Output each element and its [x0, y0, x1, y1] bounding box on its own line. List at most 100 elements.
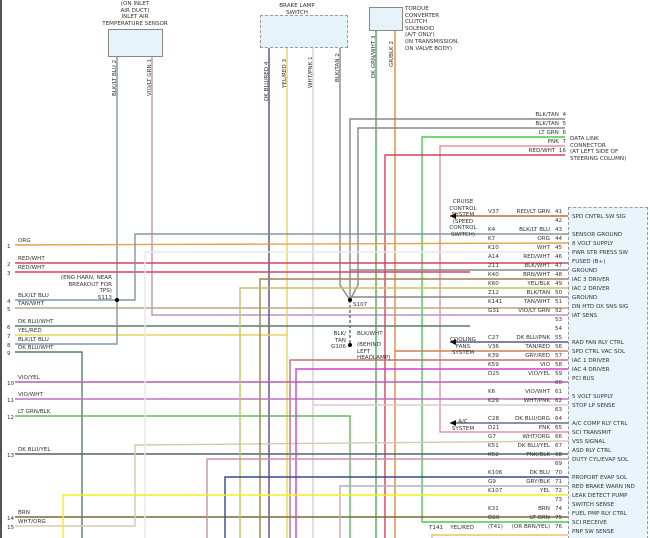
pin-function: IAT SENS — [572, 313, 598, 319]
iat-sensor-box — [108, 29, 163, 57]
label-line: DATA LINK — [570, 136, 599, 142]
pin-function: VSS SIGNAL — [572, 439, 606, 445]
pin-function: SCI TRANSMIT — [572, 430, 612, 436]
wire-label: BLK/TAN — [335, 58, 341, 83]
g106-label: BLK/ TAN G106 — [322, 331, 346, 351]
label-line: (SPEED — [452, 218, 474, 225]
pin-function: RED BRAKE WARN IND — [572, 484, 635, 490]
circuit-id: K6 — [488, 389, 496, 395]
wire-label: VIO/YEL — [528, 371, 550, 377]
circuit-id: Z11 — [488, 263, 499, 269]
pin-function: SCI RECEIVE — [572, 520, 607, 526]
wire-pcm-72 — [62, 494, 570, 538]
circuit-id: K31 — [488, 506, 499, 512]
pin-function: IAC 4 DRIVER — [572, 367, 610, 373]
pin-number: 61 — [555, 389, 563, 395]
wire-label: PNK — [538, 425, 550, 431]
label-line: HEADLAMP) — [357, 355, 391, 362]
wire-label: ORG — [18, 238, 31, 244]
wire-label: WHT/ORG — [522, 434, 550, 440]
circuit-id: K51 — [488, 443, 499, 449]
pin-number: 7 — [7, 334, 11, 340]
wire-label: BLK/LT BLU — [112, 65, 118, 96]
pin-function: PNP SW SENSE — [572, 529, 614, 535]
label-line: ON VALVE BODY) — [405, 45, 453, 52]
pin-number: 54 — [555, 326, 563, 332]
wire-label: LT GRN — [538, 130, 559, 136]
circuit-id: (T41) — [488, 524, 503, 530]
pin-number: 4 — [7, 299, 11, 305]
wire-pcm-45 — [144, 251, 570, 538]
circuit-id: K141 — [488, 299, 503, 305]
label-line: G106 — [330, 344, 346, 351]
pin-number: 50 — [555, 290, 563, 296]
pin-number: 9 — [7, 351, 11, 357]
pin-number: 41 — [555, 209, 563, 215]
pin-number: 42 — [555, 218, 563, 224]
pin-number: 71 — [555, 479, 563, 485]
wire-left-12 — [15, 415, 351, 538]
brake-pin-1: WHT/PNK 1 — [308, 56, 314, 88]
wire-label: RED/WHT — [18, 265, 45, 271]
cruise-system-label: CRUISE CONTROL SYSTEM (SPEED CONTROL SWI… — [440, 199, 486, 239]
pin-function: PROPORT EVAP SOL — [572, 475, 628, 481]
wire-label: RED/WHT — [18, 256, 45, 262]
wire-label: PNK — [547, 139, 559, 145]
wire-pcm-49 — [239, 287, 570, 538]
label-line: TORQUE — [405, 6, 429, 12]
label-line: CLUTCH — [405, 19, 428, 26]
arrow-cruise — [450, 213, 456, 219]
wire-label: DK BLU/RED — [264, 66, 270, 101]
label-line: BLK/ — [333, 331, 346, 337]
pin-function: GROUND — [572, 295, 598, 301]
pin-function: GROUND — [572, 268, 598, 274]
circuit-id: K52 — [488, 452, 499, 458]
label-line: STEERING COLUMN) — [570, 155, 627, 162]
pin-number: 59 — [555, 371, 563, 377]
pin-function: PWR STR PRESS SW — [572, 250, 628, 256]
label-line: CONNECTOR — [570, 142, 606, 149]
wire-label: YEL/RED — [18, 328, 42, 334]
pin-number: 3 — [7, 271, 11, 277]
pin-number: 4 — [264, 61, 270, 66]
circuit-id: K60 — [488, 281, 499, 287]
wire-left-8 — [15, 300, 118, 345]
s113-label: (ENG HARN, NEAR BREAKOUT FOR TPS) S113 — [60, 275, 112, 301]
wire-dlc-16 — [384, 154, 565, 538]
label-line: AIR DUCT) — [120, 7, 150, 14]
wire-label: DK GRN/WHT — [371, 40, 377, 78]
pin-number: 45 — [555, 245, 563, 251]
wire-label: DK BLU/ORG — [514, 416, 550, 422]
pin-number: 15 — [7, 525, 15, 531]
dlc-pin-5: BLK/TAN 5 — [490, 121, 566, 128]
wire-pcm-57 — [289, 359, 570, 538]
circuit-id: K29 — [488, 398, 499, 404]
wire-label: RED/LT GRN — [516, 209, 550, 215]
pin-number: 63 — [555, 407, 563, 413]
label-line: S113 — [97, 294, 112, 301]
pin-function: LEAK DETECT PUMP — [572, 493, 628, 499]
iat-pin-1: VIO/LT GRN 1 — [147, 59, 153, 96]
label-line: BREAKOUT FOR — [68, 281, 112, 288]
circuit-id: K4 — [488, 227, 496, 233]
pin-number: 49 — [555, 281, 563, 287]
circuit-id: K40 — [488, 272, 499, 278]
pin-number: 5 — [562, 121, 566, 127]
pin-number: 6 — [562, 130, 566, 136]
pin-number: 67 — [555, 443, 563, 449]
wire-label: BLK/LT BLU — [18, 293, 49, 299]
pin-number: 1 — [308, 56, 314, 60]
wire-dlc-5 — [349, 127, 565, 301]
pin-number: 69 — [555, 461, 563, 467]
circuit-id: K7 — [488, 236, 496, 242]
pin-number: 57 — [555, 353, 563, 359]
wire-label: DK BLU — [529, 470, 550, 476]
wire-label: WHT/PNK — [523, 398, 550, 404]
circuit-id: K107 — [488, 488, 503, 494]
circuit-id: G9 — [488, 479, 496, 485]
pin-number: 47 — [555, 263, 563, 269]
dlc-pin-7: PNK 7 — [490, 139, 566, 146]
label-line: SYSTEM — [451, 212, 475, 219]
wire-label: DK BLU/YEL — [517, 443, 550, 449]
brake-pin-2: BLK/TAN 2 — [335, 53, 341, 82]
